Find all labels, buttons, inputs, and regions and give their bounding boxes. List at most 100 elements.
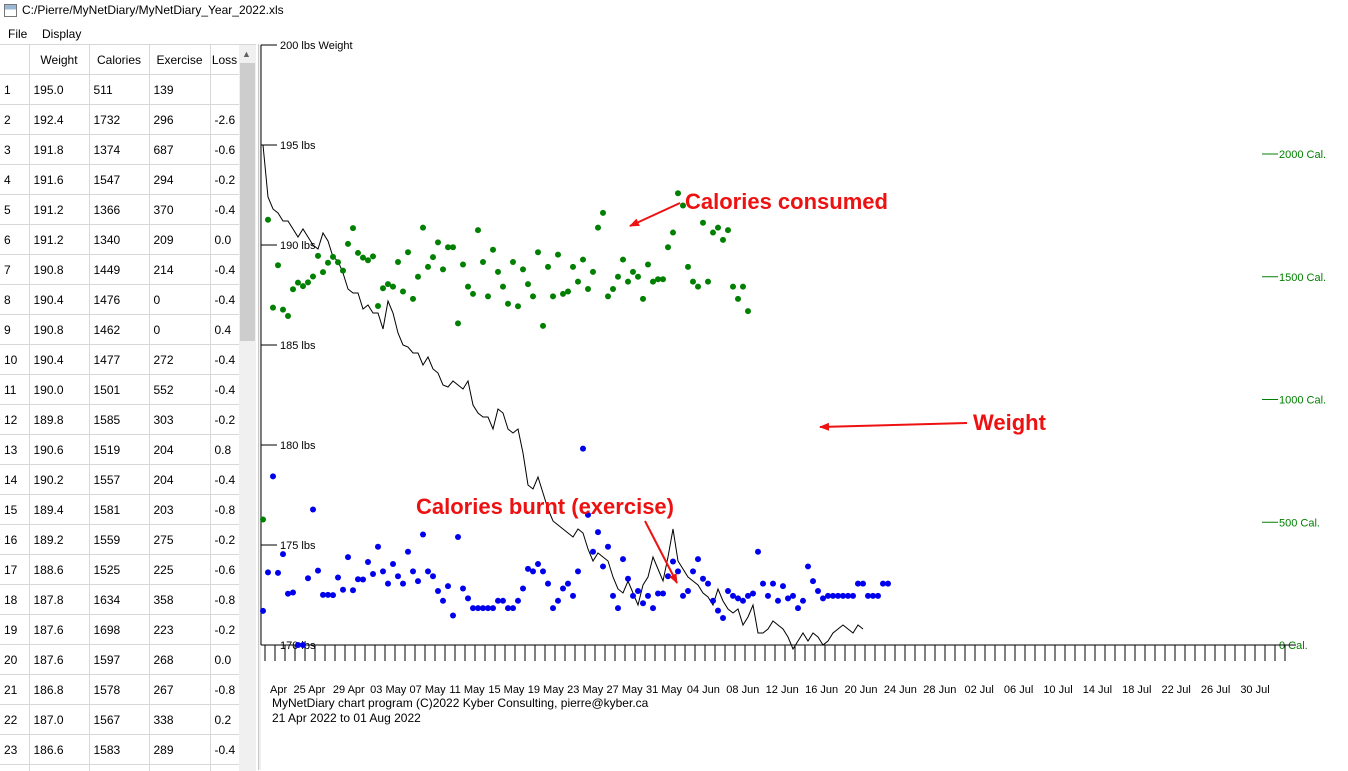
burnt-point [755,549,761,555]
consumed-point [525,281,531,287]
weight-tick-label: 200 lbs Weight [280,40,353,52]
burnt-point [760,581,766,587]
burnt-point [360,576,366,582]
consumed-point [550,293,556,299]
consumed-point [455,320,461,326]
burnt-point [860,581,866,587]
consumed-point [300,283,306,289]
annotation-calories-burnt: Calories burnt (exercise) [416,494,674,519]
burnt-point [590,549,596,555]
consumed-point [440,266,446,272]
consumed-point [715,225,721,231]
consumed-point [745,308,751,314]
consumed-point [410,296,416,302]
calorie-tick-label: 1500 Cal. [1279,272,1326,284]
burnt-point [420,532,426,538]
burnt-point [780,583,786,589]
burnt-point [675,568,681,574]
consumed-point [615,274,621,280]
consumed-point [515,303,521,309]
consumed-point [265,217,271,223]
x-tick-label: 16 Jun [805,684,838,696]
burnt-point [425,568,431,574]
burnt-point [340,587,346,593]
burnt-point [285,591,291,597]
consumed-point [415,274,421,280]
x-tick-label: 25 Apr [293,684,325,696]
consumed-point [635,274,641,280]
consumed-point [610,286,616,292]
burnt-point [770,581,776,587]
burnt-point [795,605,801,611]
burnt-point [690,568,696,574]
consumed-point [470,291,476,297]
consumed-point [495,269,501,275]
consumed-point [725,227,731,233]
burnt-point [270,473,276,479]
calorie-tick-label: 0 Cal. [1279,640,1308,652]
burnt-point [625,576,631,582]
consumed-point [465,284,471,290]
burnt-point [370,571,376,577]
burnt-point [875,593,881,599]
burnt-point [550,605,556,611]
consumed-point [350,225,356,231]
x-tick-label: 11 May [449,684,485,696]
calorie-tick-label: 2000 Cal. [1279,149,1326,161]
burnt-point [775,598,781,604]
consumed-point [700,220,706,226]
burnt-point [390,561,396,567]
x-tick-label: 18 Jul [1122,684,1151,696]
burnt-point [520,586,526,592]
burnt-point [440,598,446,604]
consumed-point [580,257,586,263]
consumed-point [620,257,626,263]
burnt-point [490,605,496,611]
burnt-point [715,608,721,614]
burnt-point [885,581,891,587]
annotation-calories-consumed: Calories consumed [685,189,888,214]
consumed-point [460,261,466,267]
consumed-point [285,313,291,319]
x-tick-label: 12 Jun [766,684,799,696]
burnt-point [430,573,436,579]
burnt-point [670,559,676,565]
calorie-tick-label: 1000 Cal. [1279,395,1326,407]
consumed-point [490,247,496,253]
weight-tick-label: 175 lbs [280,540,316,552]
burnt-point [620,556,626,562]
burnt-point [435,588,441,594]
x-tick-label: 22 Jul [1162,684,1191,696]
burnt-point [345,554,351,560]
burnt-point [515,598,521,604]
consumed-point [600,210,606,216]
burnt-point [445,583,451,589]
burnt-point [385,581,391,587]
burnt-point [615,605,621,611]
x-tick-label: 14 Jul [1083,684,1112,696]
burnt-point [660,590,666,596]
x-tick-label: 24 Jun [884,684,917,696]
x-tick-label: 30 Jul [1240,684,1269,696]
weight-tick-label: 180 lbs [280,440,316,452]
burnt-point [330,592,336,598]
burnt-point [595,529,601,535]
consumed-point [505,301,511,307]
calorie-tick-label: 500 Cal. [1279,517,1320,529]
burnt-point [410,568,416,574]
burnt-point [605,544,611,550]
burnt-point [555,598,561,604]
burnt-point [510,605,516,611]
consumed-point [685,264,691,270]
burnt-point [460,586,466,592]
burnt-point [540,568,546,574]
burnt-point [600,563,606,569]
consumed-point [435,239,441,245]
weight-tick-label: 185 lbs [280,340,316,352]
burnt-point [705,581,711,587]
x-tick-label: 06 Jul [1004,684,1033,696]
x-tick-label: 15 May [488,684,525,696]
burnt-point [725,588,731,594]
x-tick-label: 26 Jul [1201,684,1230,696]
